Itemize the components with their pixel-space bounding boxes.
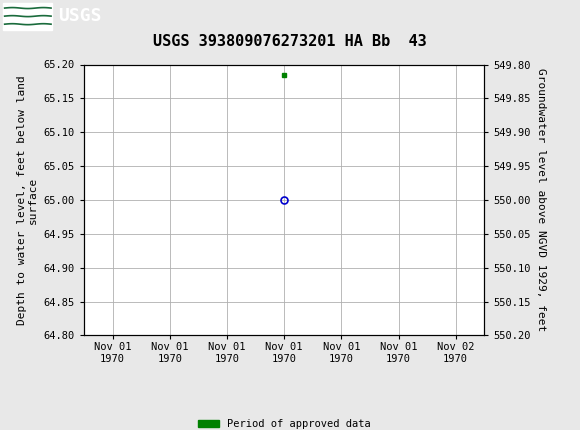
Bar: [3, 3, 52, 30]
Text: USGS: USGS: [58, 7, 102, 25]
Text: USGS 393809076273201 HA Bb  43: USGS 393809076273201 HA Bb 43: [153, 34, 427, 49]
Y-axis label: Groundwater level above NGVD 1929, feet: Groundwater level above NGVD 1929, feet: [536, 68, 546, 332]
Legend: Period of approved data: Period of approved data: [194, 415, 375, 430]
Y-axis label: Depth to water level, feet below land
surface: Depth to water level, feet below land su…: [17, 75, 38, 325]
